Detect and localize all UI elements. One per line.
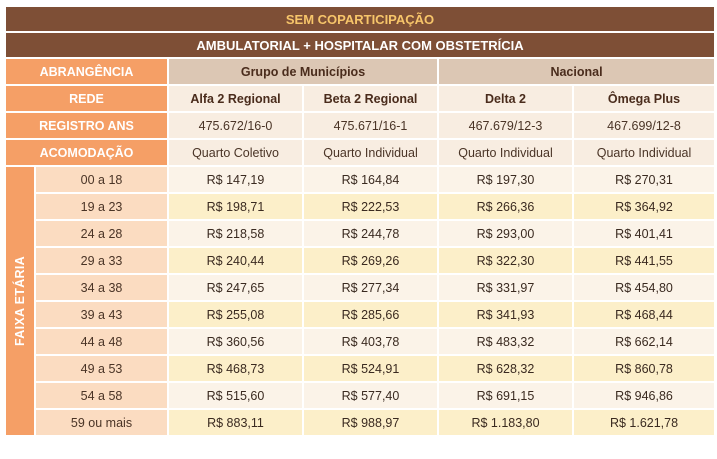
age-band: 44 a 48 [36,329,167,354]
price-cell: R$ 468,73 [169,356,302,381]
price-cell: R$ 266,36 [439,194,572,219]
price-cell: R$ 255,08 [169,302,302,327]
registro-omega: 467.699/12-8 [574,113,715,138]
acomodacao-delta: Quarto Individual [439,140,572,165]
table-row: 49 a 53 R$ 468,73 R$ 524,91 R$ 628,32 R$ 860… [6,356,715,381]
price-cell: R$ 285,66 [304,302,437,327]
price-cell: R$ 197,30 [439,167,572,192]
price-table: SEM COPARTICIPAÇÃO AMBULATORIAL + HOSPIT… [4,5,716,437]
price-cell: R$ 946,86 [574,383,715,408]
price-cell: R$ 691,15 [439,383,572,408]
price-cell: R$ 277,34 [304,275,437,300]
price-cell: R$ 515,60 [169,383,302,408]
abrangencia-label: ABRANGÊNCIA [6,59,167,84]
table-subtitle: AMBULATORIAL + HOSPITALAR COM OBSTETRÍCI… [6,33,715,57]
price-cell: R$ 860,78 [574,356,715,381]
table-title: SEM COPARTICIPAÇÃO [6,7,715,31]
registro-delta: 467.679/12-3 [439,113,572,138]
price-cell: R$ 662,14 [574,329,715,354]
price-cell: R$ 1.621,78 [574,410,715,435]
table-row: 19 a 23 R$ 198,71 R$ 222,53 R$ 266,36 R$ 364… [6,194,715,219]
price-cell: R$ 247,65 [169,275,302,300]
faixa-etaria-label: FAIXA ETÁRIA [6,167,34,435]
faixa-etaria-text: FAIXA ETÁRIA [13,256,27,346]
price-cell: R$ 524,91 [304,356,437,381]
age-band: 34 a 38 [36,275,167,300]
price-cell: R$ 360,56 [169,329,302,354]
price-cell: R$ 322,30 [439,248,572,273]
table-row: 29 a 33 R$ 240,44 R$ 269,26 R$ 322,30 R$ 441… [6,248,715,273]
age-band: 24 a 28 [36,221,167,246]
price-cell: R$ 441,55 [574,248,715,273]
price-cell: R$ 1.183,80 [439,410,572,435]
age-band: 54 a 58 [36,383,167,408]
price-cell: R$ 240,44 [169,248,302,273]
age-band: 39 a 43 [36,302,167,327]
age-band: 29 a 33 [36,248,167,273]
price-cell: R$ 341,93 [439,302,572,327]
price-cell: R$ 988,97 [304,410,437,435]
price-cell: R$ 628,32 [439,356,572,381]
price-cell: R$ 483,32 [439,329,572,354]
age-band: 00 a 18 [36,167,167,192]
price-cell: R$ 147,19 [169,167,302,192]
price-cell: R$ 577,40 [304,383,437,408]
price-cell: R$ 403,78 [304,329,437,354]
price-cell: R$ 222,53 [304,194,437,219]
registro-label: REGISTRO ANS [6,113,167,138]
group-nacional: Nacional [439,59,715,84]
rede-alfa: Alfa 2 Regional [169,86,302,111]
price-cell: R$ 198,71 [169,194,302,219]
price-cell: R$ 883,11 [169,410,302,435]
price-cell: R$ 331,97 [439,275,572,300]
price-cell: R$ 270,31 [574,167,715,192]
price-cell: R$ 218,58 [169,221,302,246]
registro-alfa: 475.672/16-0 [169,113,302,138]
group-municipios: Grupo de Municípios [169,59,437,84]
price-cell: R$ 401,41 [574,221,715,246]
acomodacao-beta: Quarto Individual [304,140,437,165]
age-band: 59 ou mais [36,410,167,435]
rede-label: REDE [6,86,167,111]
price-cell: R$ 454,80 [574,275,715,300]
table-row: 39 a 43 R$ 255,08 R$ 285,66 R$ 341,93 R$ 468… [6,302,715,327]
age-band: 19 a 23 [36,194,167,219]
rede-omega: Ômega Plus [574,86,715,111]
registro-beta: 475.671/16-1 [304,113,437,138]
price-cell: R$ 164,84 [304,167,437,192]
table-row: 54 a 58 R$ 515,60 R$ 577,40 R$ 691,15 R$ 946… [6,383,715,408]
price-cell: R$ 244,78 [304,221,437,246]
table-row: 24 a 28 R$ 218,58 R$ 244,78 R$ 293,00 R$ 401… [6,221,715,246]
price-cell: R$ 364,92 [574,194,715,219]
rede-beta: Beta 2 Regional [304,86,437,111]
acomodacao-label: ACOMODAÇÃO [6,140,167,165]
table-row: 44 a 48 R$ 360,56 R$ 403,78 R$ 483,32 R$ 662… [6,329,715,354]
rede-delta: Delta 2 [439,86,572,111]
acomodacao-omega: Quarto Individual [574,140,715,165]
table-row: 34 a 38 R$ 247,65 R$ 277,34 R$ 331,97 R$ 454… [6,275,715,300]
table-row: FAIXA ETÁRIA 00 a 18 R$ 147,19 R$ 164,84 R$ … [6,167,715,435]
table-row: 59 ou mais R$ 883,11 R$ 988,97 R$ 1.183,80 R… [6,410,715,435]
price-cell: R$ 293,00 [439,221,572,246]
age-band: 49 a 53 [36,356,167,381]
acomodacao-alfa: Quarto Coletivo [169,140,302,165]
price-cell: R$ 468,44 [574,302,715,327]
price-cell: R$ 269,26 [304,248,437,273]
